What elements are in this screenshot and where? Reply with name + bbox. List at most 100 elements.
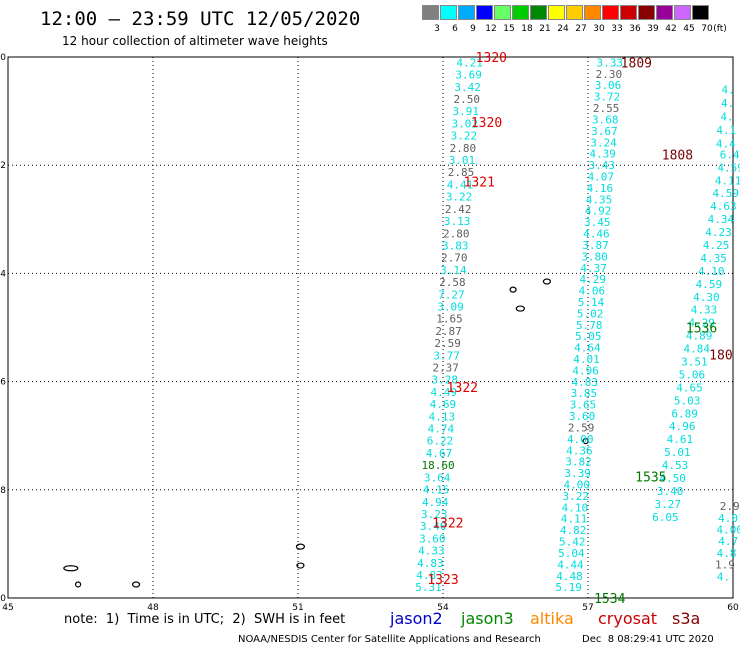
scale-swatch [548,5,565,20]
scale-swatch [638,5,655,20]
island-outline [582,438,589,445]
wave-height-value: 3.42 [454,81,481,94]
scale-label: 15 [503,24,515,34]
x-tick-label: 51 [292,603,303,613]
wave-height-value: 4.11 [715,174,740,187]
wave-height-value: 5.19 [555,581,582,594]
wave-height-value: 4.8 [717,547,737,560]
wave-height-value: 4.83 [417,557,444,570]
wave-height-value: 3.67 [591,125,618,138]
x-tick-label: 54 [437,603,449,613]
wave-height-value: 18.60 [421,459,454,472]
x-tick-label: 45 [2,603,13,613]
wave-height-value: 4.49 [431,386,458,399]
wave-height-value: 6.22 [427,435,454,448]
wave-height-value: 5.05 [575,330,602,343]
wave-height-value: 4.64 [574,342,601,355]
scale-swatch [692,5,709,20]
wave-height-value: 4.92 [585,205,612,218]
wave-height-value: 3.43 [588,159,615,172]
scale-swatch [512,5,529,20]
wave-height-value: 4.84 [684,343,711,356]
wave-height-value: 7.27 [438,288,465,301]
wave-height-value: 2.80 [450,142,477,155]
wave-height-value: 4.37 [580,262,607,275]
wave-height-value: 4.23 [705,226,732,239]
wave-height-value: 4.69 [430,398,457,411]
scale-label: 30 [593,24,605,34]
footer-credit: NOAA/NESDIS Center for Satellite Applica… [238,634,541,645]
scale-swatch [530,5,547,20]
island-outline [63,565,79,572]
wave-height-value: 3.91 [453,105,480,118]
pass-time-label: 1322 [447,381,478,396]
wave-height-value: 4.50 [659,472,686,485]
wave-height-value: 4.63 [710,200,737,213]
wave-height-value: 3.60 [569,410,596,423]
wave-height-value: 2.30 [596,68,623,81]
satellite-cryosat: cryosat [598,609,658,628]
wave-height-value: 3.40 [657,485,684,498]
wave-height-value: 3.60 [419,532,446,545]
wave-height-value: 2.58 [439,276,466,289]
y-tick-label: 0 [0,53,6,63]
wave-height-value: 3.85 [571,387,598,400]
wave-height-value: 3.13 [444,215,471,228]
wave-height-value: 3.39 [564,467,591,480]
wave-height-value: 5.78 [576,319,603,332]
wave-height-value: 3.27 [655,498,682,511]
wave-height-value: 3.64 [424,471,451,484]
wave-height-value: 4.74 [428,423,455,436]
wave-height-value: 5.14 [578,296,605,309]
island-outline [131,581,141,588]
x-tick-label: 48 [147,603,159,613]
island-outline [542,278,552,285]
wave-height-value: 4.21 [456,56,483,69]
wave-height-value: 3.51 [681,356,708,369]
wave-height-value: 4. [720,111,733,124]
scale-label: 70 [701,24,713,34]
wave-height-value: 4.36 [566,444,593,457]
satellite-jason3: jason3 [461,609,514,628]
y-tick-label: -8 [0,486,6,496]
pass-time-label: 1323 [427,573,458,588]
wave-height-value: 4.34 [708,213,735,226]
pass-time-label: 1321 [464,175,495,190]
pass-time-label: 1322 [432,516,463,531]
wave-height-value: 4.35 [586,193,613,206]
scale-swatch [494,5,511,20]
x-tick-label: 60 [727,603,739,613]
wave-height-value: 3.83 [442,239,469,252]
scale-swatch [602,5,619,20]
wave-height-value: 3.33 [597,56,624,69]
wave-height-value: 6.40 [720,148,740,161]
satellite-s3a: s3a [672,609,701,628]
pass-time-label: 180 [709,349,732,364]
island-outline [509,286,517,293]
wave-height-value: 4.01 [573,353,600,366]
wave-height-value: 3.45 [584,216,611,229]
wave-height-value: 3.06 [595,79,622,92]
wave-height-value: 4.35 [700,252,727,265]
wave-height-value: 4.39 [589,148,616,161]
wave-height-value: 4.61 [667,433,694,446]
scale-label: 9 [470,24,476,34]
wave-height-value: 4.07 [588,170,615,183]
wave-height-value: 4.25 [703,239,730,252]
wave-height-value: 3.40 [420,520,447,533]
scale-unit: (ft) [713,24,727,34]
scale-label: 21 [539,24,551,34]
wave-height-value: 3.68 [592,113,619,126]
scale-swatch [656,5,673,20]
scale-label: 33 [611,24,623,34]
scale-swatch [422,5,439,20]
scale-label: 27 [575,24,587,34]
wave-height-value: 4.4 [716,138,736,151]
wave-height-value: 2.59 [568,421,595,434]
wave-height-value: 4.44 [557,558,584,571]
island-outline [296,562,305,569]
wave-height-value: 3.72 [594,91,621,104]
wave-height-value: 5.01 [664,446,691,459]
wave-height-value: 4. [717,570,730,583]
